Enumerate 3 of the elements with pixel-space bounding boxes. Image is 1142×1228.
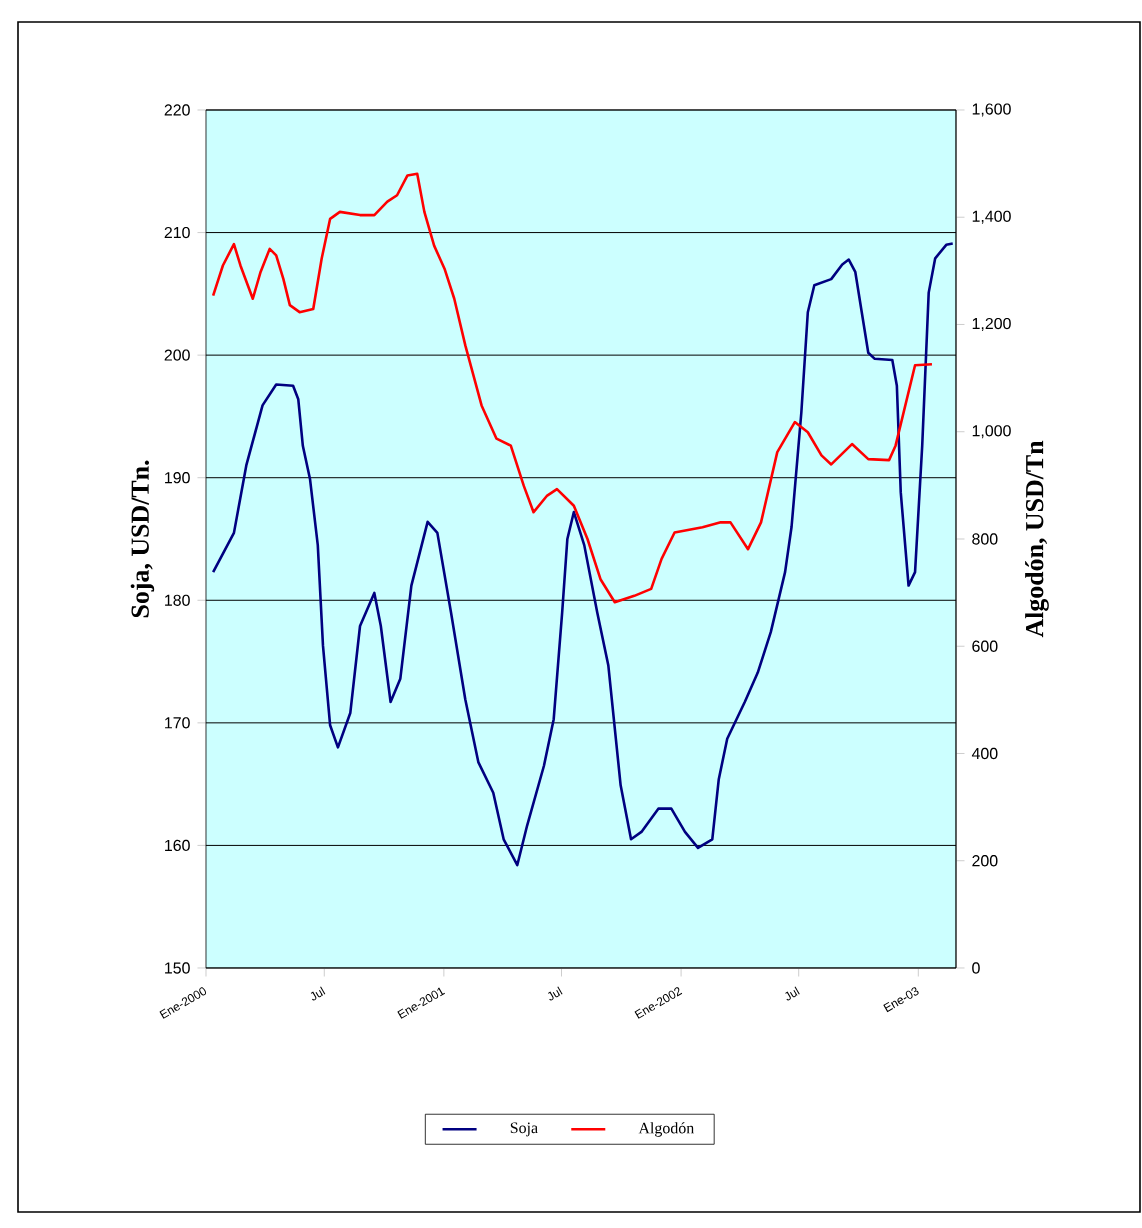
y2-axis-title: Algodón, USD/Tn — [1025, 440, 1049, 638]
y-axis-title: Soja, USD/Tn. — [130, 460, 155, 618]
line-series — [211, 242, 955, 867]
